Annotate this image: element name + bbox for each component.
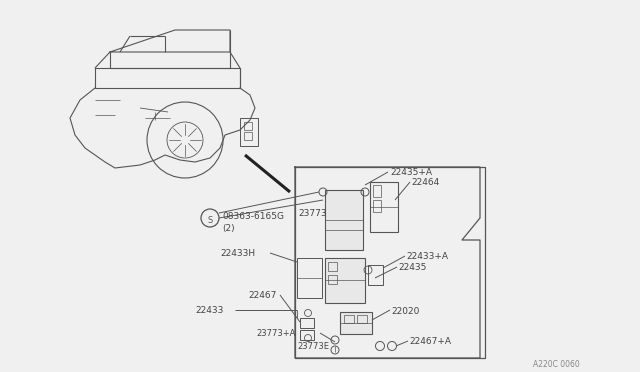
Text: (2): (2) [222,224,235,232]
Text: 22467+A: 22467+A [409,337,451,346]
Bar [328,262,337,271]
Bar [344,315,354,323]
Text: 23773+A: 23773+A [257,329,296,338]
Text: 22435: 22435 [398,263,426,272]
Text: 22464: 22464 [411,178,439,187]
Text: 22435+A: 22435+A [390,168,432,177]
Text: 22433+A: 22433+A [406,252,448,261]
Bar [370,182,398,232]
Bar [325,190,363,250]
Text: 23773E: 23773E [297,342,329,351]
Bar [297,258,322,298]
Bar [368,265,383,285]
Text: A220C 0060: A220C 0060 [533,360,580,369]
Text: S: S [207,215,212,224]
Bar [328,275,337,284]
Text: 23773: 23773 [298,209,326,218]
Bar [300,318,314,328]
Text: 08363-6165G: 08363-6165G [222,212,284,221]
Text: 22433H: 22433H [220,249,255,258]
Text: 22467: 22467 [248,291,276,300]
Bar [340,312,372,334]
Bar [300,330,314,340]
Bar [240,118,258,146]
Bar [244,132,252,140]
Text: 22020: 22020 [391,307,419,316]
Bar [373,200,381,212]
Bar [244,122,252,130]
Bar [357,315,367,323]
Bar [373,185,381,197]
Text: 22433: 22433 [195,306,223,315]
Bar [325,258,365,303]
